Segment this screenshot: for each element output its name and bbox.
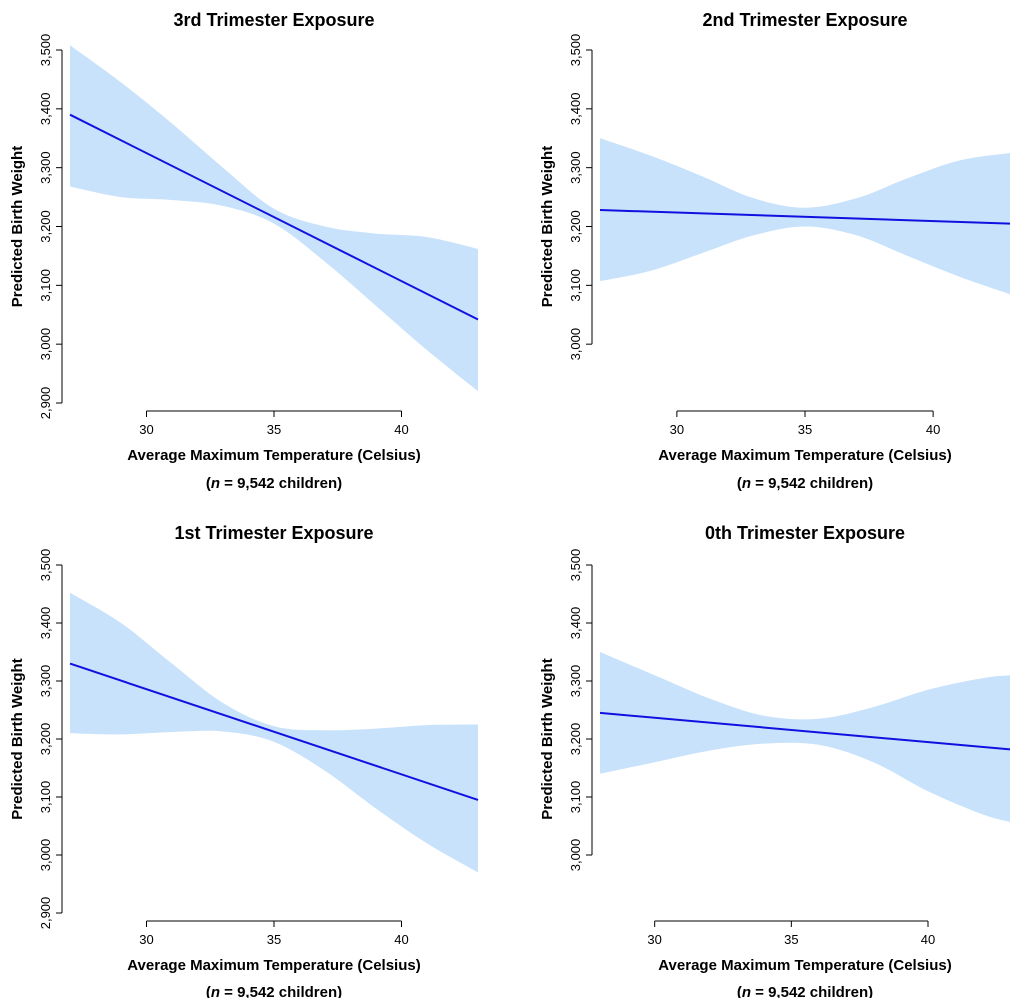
x-tick-label: 35 (267, 422, 281, 437)
x-tick-label: 40 (394, 932, 408, 947)
y-tick-label: 3,500 (568, 549, 583, 582)
chart-title: 3rd Trimester Exposure (173, 10, 374, 30)
sample-size-text: = 9,542 children (751, 475, 868, 492)
chart-title: 1st Trimester Exposure (174, 523, 373, 543)
y-tick-label: 3,400 (38, 607, 53, 640)
x-tick-label: 40 (926, 422, 940, 437)
sample-size-label: (n = 9,542 children) (206, 984, 342, 998)
y-tick-label: 3,300 (38, 151, 53, 184)
sample-size-text: = 9,542 children (751, 984, 868, 998)
n-symbol: n (742, 475, 751, 492)
prediction-line (599, 711, 1011, 751)
chart-panel: 3,000 3,100 3,200 3,300 3,400 3,500 30 35 40 0th … (539, 523, 1011, 998)
y-tick-label: 3,200 (568, 723, 583, 756)
y-tick-label: 2,900 (38, 387, 53, 420)
y-tick-label: 3,400 (568, 607, 583, 640)
x-axis-label: Average Maximum Temperature (Celsius) (658, 447, 951, 464)
y-tick-label: 3,300 (568, 151, 583, 184)
n-symbol: n (211, 475, 220, 492)
n-symbol: n (742, 984, 751, 998)
y-tick-label: 2,900 (38, 897, 53, 930)
prediction-line (599, 209, 1011, 225)
y-tick-label: 3,000 (568, 839, 583, 872)
confidence-band (600, 652, 1010, 822)
y-tick-label: 3,300 (568, 665, 583, 698)
y-tick-label: 3,100 (38, 269, 53, 302)
sample-size-label: (n = 9,542 children) (737, 475, 873, 492)
y-tick-label: 3,500 (38, 34, 53, 67)
x-axis-label: Average Maximum Temperature (Celsius) (127, 957, 420, 974)
chart-panel: 2,900 3,000 3,100 3,200 3,300 3,400 3,500 30 35 4… (9, 10, 479, 492)
n-symbol: n (211, 984, 220, 998)
confidence-band (70, 45, 478, 392)
y-tick-label: 3,100 (38, 781, 53, 814)
chart-panel: 3,000 3,100 3,200 3,300 3,400 3,500 30 35 40 2nd … (539, 10, 1011, 492)
x-tick-label: 30 (670, 422, 684, 437)
y-axis-label: Predicted Birth Weight (539, 146, 556, 307)
x-tick-label: 30 (647, 932, 661, 947)
y-axis-label: Predicted Birth Weight (9, 658, 26, 819)
x-tick-label: 35 (798, 422, 812, 437)
y-tick-label: 3,000 (38, 328, 53, 361)
y-tick-label: 3,000 (38, 839, 53, 872)
prediction-line (69, 662, 479, 801)
x-tick-label: 30 (139, 422, 153, 437)
y-tick-label: 3,300 (38, 665, 53, 698)
x-tick-label: 40 (921, 932, 935, 947)
x-axis-label: Average Maximum Temperature (Celsius) (127, 447, 420, 464)
y-tick-label: 3,500 (38, 549, 53, 582)
prediction-line (69, 113, 479, 321)
sample-size-text: = 9,542 children (220, 984, 337, 998)
y-tick-label: 3,200 (568, 210, 583, 243)
sample-size-label: (n = 9,542 children) (206, 475, 342, 492)
x-tick-label: 35 (784, 932, 798, 947)
chart-title: 2nd Trimester Exposure (702, 10, 907, 30)
y-tick-label: 3,100 (568, 781, 583, 814)
x-tick-label: 35 (267, 932, 281, 947)
chart-title: 0th Trimester Exposure (705, 523, 905, 543)
y-tick-label: 3,400 (38, 93, 53, 126)
y-axis-label: Predicted Birth Weight (539, 658, 556, 819)
x-tick-label: 40 (394, 422, 408, 437)
y-tick-label: 3,200 (38, 723, 53, 756)
sample-size-label: (n = 9,542 children) (737, 984, 873, 998)
chart-panel: 2,900 3,000 3,100 3,200 3,300 3,400 3,500 30 35 4… (9, 523, 479, 998)
y-axis-label: Predicted Birth Weight (9, 146, 26, 307)
y-tick-label: 3,100 (568, 269, 583, 302)
y-tick-label: 3,000 (568, 328, 583, 361)
y-tick-label: 3,400 (568, 93, 583, 126)
x-axis-label: Average Maximum Temperature (Celsius) (658, 957, 951, 974)
x-tick-label: 30 (139, 932, 153, 947)
sample-size-text: = 9,542 children (220, 475, 337, 492)
y-tick-label: 3,200 (38, 210, 53, 243)
y-tick-label: 3,500 (568, 34, 583, 67)
